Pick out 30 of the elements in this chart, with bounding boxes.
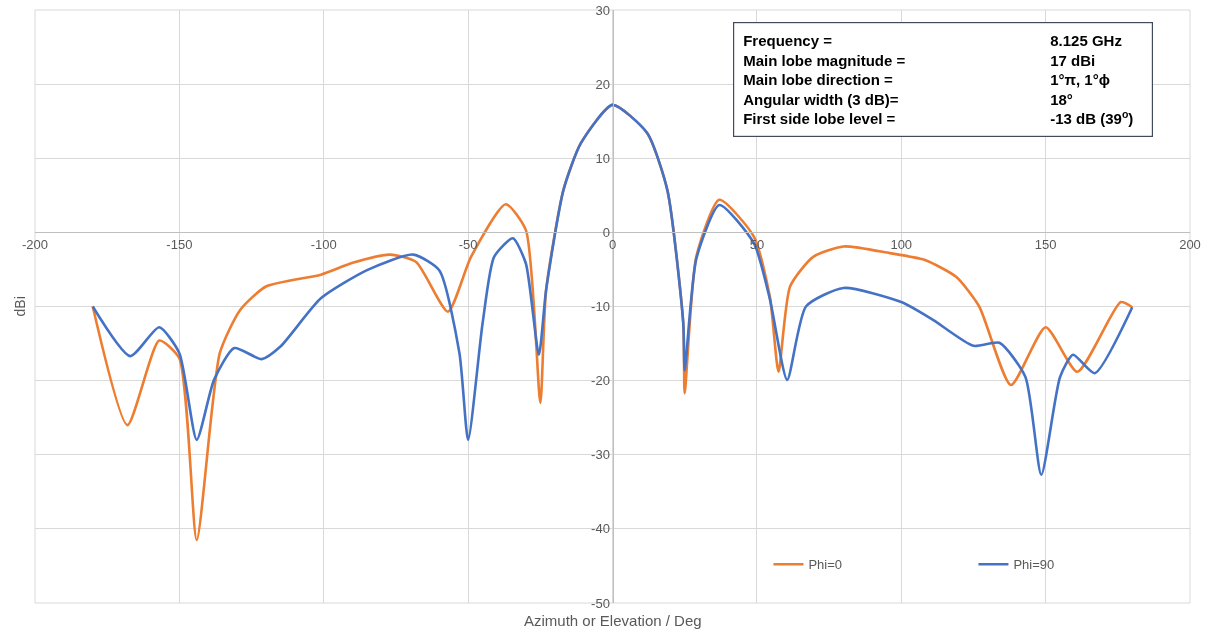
y-tick-label: -30 bbox=[591, 447, 610, 463]
x-tick-label: -200 bbox=[21, 236, 49, 252]
legend-label: Phi=90 bbox=[1013, 557, 1055, 573]
y-tick-label: 30 bbox=[595, 2, 610, 18]
annotation: Angular width (3 dB)= bbox=[743, 90, 899, 108]
x-tick-label: 150 bbox=[1034, 236, 1057, 252]
x-axis-title: Azimuth or Elevation / Deg bbox=[524, 612, 702, 629]
legend-label: Phi=0 bbox=[808, 557, 843, 573]
annotation: Main lobe magnitude = bbox=[743, 51, 906, 69]
y-axis-title: dBi bbox=[12, 296, 29, 317]
y-tick-label: -40 bbox=[591, 521, 610, 537]
x-tick-label: -150 bbox=[166, 236, 193, 252]
y-tick-label: -50 bbox=[591, 595, 610, 611]
y-tick-label: -10 bbox=[591, 299, 610, 315]
annotation: -13 dB (39$^{o}$) bbox=[1050, 107, 1134, 128]
y-tick-label: 0 bbox=[602, 224, 610, 240]
annotation: 1°π, 1°ϕ bbox=[1050, 71, 1110, 89]
annotation: Main lobe direction = bbox=[743, 71, 894, 89]
y-tick-label: 20 bbox=[595, 76, 610, 92]
x-tick-label: -50 bbox=[458, 236, 478, 252]
y-tick-label: -20 bbox=[591, 373, 610, 389]
annotation: First side lobe level = bbox=[743, 110, 896, 128]
y-tick-label: 10 bbox=[595, 150, 610, 166]
x-tick-label: 100 bbox=[890, 236, 913, 252]
x-tick-label: -100 bbox=[310, 236, 337, 252]
annotation: Frequency = bbox=[743, 32, 833, 50]
annotation: 17 dBi bbox=[1050, 51, 1096, 69]
annotation: 18° bbox=[1050, 90, 1073, 108]
x-tick-label: 200 bbox=[1179, 236, 1201, 252]
annotation: 8.125 GHz bbox=[1050, 32, 1122, 50]
